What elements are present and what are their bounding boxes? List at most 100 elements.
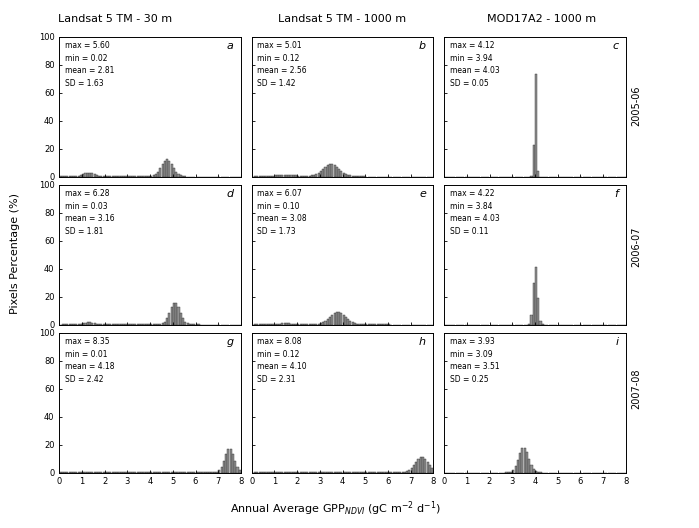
Bar <box>82 472 85 473</box>
Bar <box>317 324 319 325</box>
Bar <box>533 469 535 473</box>
Text: max = 6.07
min = 0.10
mean = 3.08
SD = 1.73: max = 6.07 min = 0.10 mean = 3.08 SD = 1… <box>257 189 307 235</box>
Bar <box>80 324 82 325</box>
Bar <box>94 472 96 473</box>
Bar <box>227 449 229 473</box>
Bar <box>268 324 270 325</box>
Bar <box>152 175 154 176</box>
Bar <box>343 173 345 176</box>
Bar <box>85 472 87 473</box>
Bar <box>350 175 352 176</box>
Bar <box>533 145 535 176</box>
Bar <box>185 322 187 325</box>
Bar <box>164 322 166 325</box>
Bar <box>284 324 286 325</box>
Bar <box>521 448 524 473</box>
Bar <box>92 173 94 176</box>
Bar <box>514 466 517 473</box>
Bar <box>279 175 281 176</box>
Bar <box>173 303 175 325</box>
Bar <box>171 307 173 325</box>
Bar <box>277 175 279 176</box>
Bar <box>528 459 531 473</box>
Text: max = 8.35
min = 0.01
mean = 4.18
SD = 2.42: max = 8.35 min = 0.01 mean = 4.18 SD = 2… <box>65 337 115 384</box>
Text: Annual Average GPP$_{NDVI}$ (gC m$^{-2}$ d$^{-1}$): Annual Average GPP$_{NDVI}$ (gC m$^{-2}$… <box>230 500 441 518</box>
Bar <box>408 470 410 473</box>
Bar <box>517 460 519 473</box>
Bar <box>345 174 347 176</box>
Bar <box>540 320 542 325</box>
Bar <box>320 472 322 473</box>
Bar <box>299 324 301 325</box>
Bar <box>535 472 537 473</box>
Bar <box>311 175 313 176</box>
Bar <box>419 457 421 473</box>
Text: max = 3.93
min = 3.09
mean = 3.51
SD = 0.25: max = 3.93 min = 3.09 mean = 3.51 SD = 0… <box>449 337 499 384</box>
Bar <box>524 448 526 473</box>
Bar <box>347 175 350 176</box>
Bar <box>270 324 272 325</box>
Bar <box>293 324 295 325</box>
Bar <box>428 465 431 473</box>
Bar <box>329 472 331 473</box>
Bar <box>94 323 96 325</box>
Bar <box>230 449 232 473</box>
Bar <box>223 461 225 473</box>
Bar <box>166 318 168 325</box>
Bar <box>331 472 333 473</box>
Bar <box>329 317 331 325</box>
Bar <box>333 165 336 176</box>
Bar <box>80 175 82 176</box>
Bar <box>512 470 514 473</box>
Bar <box>306 472 308 473</box>
Bar <box>406 471 408 473</box>
Text: 2007-08: 2007-08 <box>631 369 641 409</box>
Bar <box>92 472 94 473</box>
Text: h: h <box>419 337 426 347</box>
Bar <box>234 461 236 473</box>
Bar <box>297 472 299 473</box>
Bar <box>313 324 315 325</box>
Text: Pixels Percentage (%): Pixels Percentage (%) <box>10 193 20 314</box>
Bar <box>345 317 347 325</box>
Bar <box>161 164 164 176</box>
Bar <box>80 472 82 473</box>
Bar <box>422 457 424 473</box>
Bar <box>352 322 354 325</box>
Bar <box>340 313 343 325</box>
Bar <box>154 174 157 176</box>
Bar <box>410 468 412 473</box>
Bar <box>290 324 292 325</box>
Bar <box>295 175 297 176</box>
Bar <box>282 472 283 473</box>
Bar <box>161 324 164 325</box>
Bar <box>304 324 306 325</box>
Bar <box>92 323 94 325</box>
Bar <box>324 320 326 325</box>
Bar <box>225 454 227 473</box>
Bar <box>75 472 78 473</box>
Bar <box>273 324 275 325</box>
Bar <box>533 284 535 325</box>
Bar <box>157 172 159 176</box>
Bar <box>324 472 326 473</box>
Bar <box>413 465 415 473</box>
Bar <box>221 467 223 473</box>
Text: g: g <box>226 337 233 347</box>
Bar <box>87 173 89 176</box>
Bar <box>322 322 324 325</box>
Bar <box>320 171 322 176</box>
Bar <box>347 319 350 325</box>
Text: max = 5.01
min = 0.12
mean = 2.56
SD = 1.42: max = 5.01 min = 0.12 mean = 2.56 SD = 1… <box>257 41 307 88</box>
Bar <box>320 323 322 325</box>
Bar <box>354 323 356 325</box>
Text: max = 4.12
min = 3.94
mean = 4.03
SD = 0.05: max = 4.12 min = 3.94 mean = 4.03 SD = 0… <box>449 41 499 88</box>
Bar <box>178 174 180 176</box>
Bar <box>510 472 512 473</box>
Bar <box>168 161 171 176</box>
Bar <box>180 313 182 325</box>
Bar <box>531 315 533 325</box>
Text: max = 4.22
min = 3.84
mean = 4.03
SD = 0.11: max = 4.22 min = 3.84 mean = 4.03 SD = 0… <box>449 189 499 235</box>
Bar <box>538 171 540 176</box>
Bar <box>326 319 329 325</box>
